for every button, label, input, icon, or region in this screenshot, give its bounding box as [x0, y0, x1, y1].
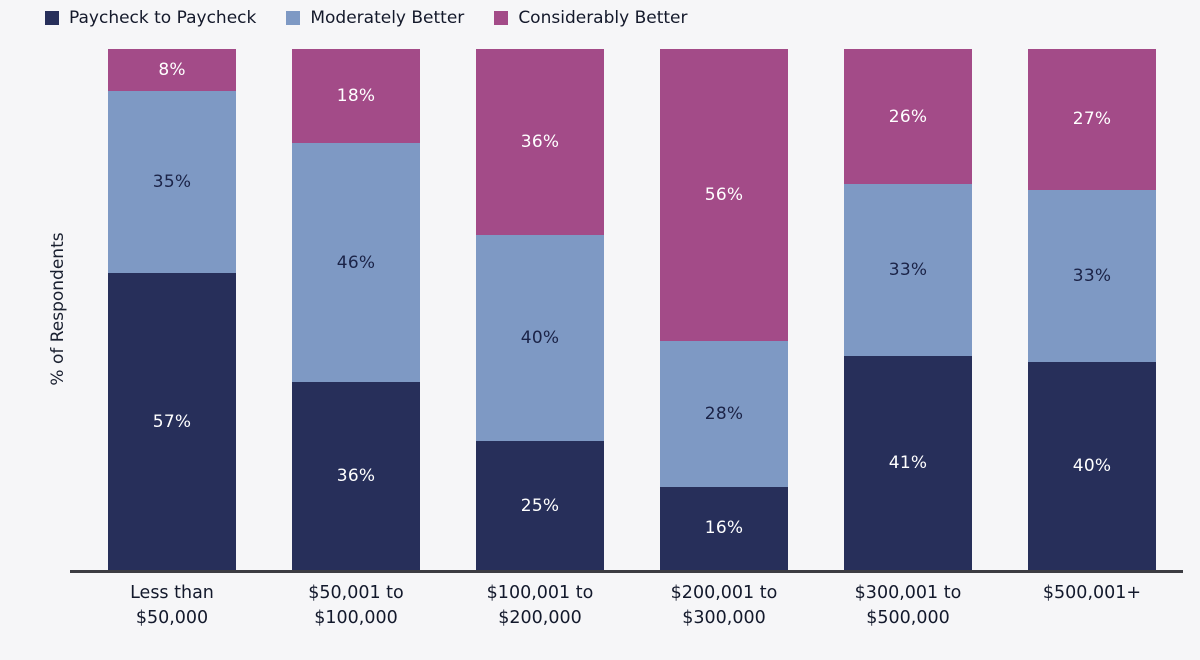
bar-segment: 16% — [660, 486, 788, 570]
bar-slot: 56% 28% 16% — [632, 49, 816, 570]
bar-segment: 46% — [292, 142, 420, 383]
segment-value-label: 35% — [152, 171, 192, 192]
legend-swatch-icon — [45, 11, 59, 25]
stacked-bar: 8% 35% 57% — [108, 49, 236, 570]
x-axis-label: $200,001 to $300,000 — [670, 583, 778, 628]
bar-slot: 8% 35% 57% — [80, 49, 264, 570]
bar-segment: 57% — [108, 273, 236, 570]
x-axis-label: $100,001 to $200,000 — [486, 583, 594, 628]
segment-value-label: 28% — [704, 403, 744, 424]
bar-slot: 26% 33% 41% — [816, 49, 1000, 570]
segment-value-label: 36% — [336, 466, 376, 487]
segment-value-label: 18% — [336, 85, 376, 106]
legend-item-3: Considerably Better — [494, 8, 687, 28]
bar-slot: 18% 46% 36% — [264, 49, 448, 570]
legend-label: Paycheck to Paycheck — [69, 8, 257, 28]
segment-value-label: 57% — [152, 411, 192, 432]
segment-value-label: 8% — [158, 59, 186, 80]
segment-value-label: 56% — [704, 184, 744, 205]
plot-area: 8% 35% 57% 18% 46% 36% 36% 40% 25% 56% 28% 16% 26% 33… — [80, 49, 1184, 571]
bar-segment: 36% — [476, 49, 604, 235]
stacked-bar: 36% 40% 25% — [476, 49, 604, 570]
x-axis-line — [70, 570, 1183, 573]
segment-value-label: 46% — [336, 252, 376, 273]
legend-item-2: Moderately Better — [286, 8, 464, 28]
y-axis-label: % of Respondents — [48, 232, 68, 386]
segment-value-label: 33% — [1072, 265, 1112, 286]
legend-label: Moderately Better — [310, 8, 465, 28]
stacked-bar: 18% 46% 36% — [292, 49, 420, 570]
segment-value-label: 16% — [704, 518, 744, 539]
x-axis-label: $500,001+ — [1042, 583, 1142, 603]
legend-label: Considerably Better — [518, 8, 688, 28]
segment-value-label: 40% — [520, 327, 560, 348]
legend-item-1: Paycheck to Paycheck — [45, 8, 256, 28]
legend-swatch-icon — [494, 11, 509, 25]
bar-slot: 27% 33% 40% — [1000, 49, 1184, 571]
segment-value-label: 41% — [888, 453, 928, 474]
bar-segment: 18% — [292, 49, 420, 143]
bar-segment: 8% — [108, 49, 236, 91]
x-axis-label: Less than $50,000 — [130, 583, 214, 628]
segment-value-label: 36% — [520, 131, 560, 152]
bar-slot: 36% 40% 25% — [448, 49, 632, 570]
segment-value-label: 33% — [888, 260, 928, 281]
x-axis-label: $300,001 to $500,000 — [854, 583, 962, 628]
bar-segment: 56% — [660, 49, 788, 341]
segment-value-label: 27% — [1072, 109, 1112, 130]
stacked-bar: 27% 33% 40% — [1028, 49, 1156, 571]
bar-segment: 27% — [1028, 49, 1156, 190]
chart-legend: Paycheck to Paycheck Moderately Better Con… — [45, 8, 687, 28]
stacked-bar: 26% 33% 41% — [844, 49, 972, 570]
bar-segment: 40% — [1028, 361, 1156, 571]
bar-segment: 33% — [1028, 189, 1156, 362]
segment-value-label: 26% — [888, 106, 928, 127]
legend-swatch-icon — [286, 11, 301, 25]
segment-value-label: 40% — [1072, 455, 1112, 476]
bar-segment: 41% — [844, 356, 972, 570]
bar-segment: 40% — [476, 234, 604, 442]
bar-segment: 36% — [292, 382, 420, 570]
x-axis-label: $50,001 to $100,000 — [308, 583, 404, 628]
x-axis-labels: Less than $50,000 $50,001 to $100,000 $100,0… — [80, 581, 1184, 631]
bar-segment: 28% — [660, 340, 788, 487]
segment-value-label: 25% — [520, 495, 560, 516]
bar-segment: 35% — [108, 90, 236, 274]
bar-segment: 26% — [844, 49, 972, 185]
bar-segment: 33% — [844, 184, 972, 357]
stacked-bar: 56% 28% 16% — [660, 49, 788, 570]
bar-segment: 25% — [476, 441, 604, 570]
